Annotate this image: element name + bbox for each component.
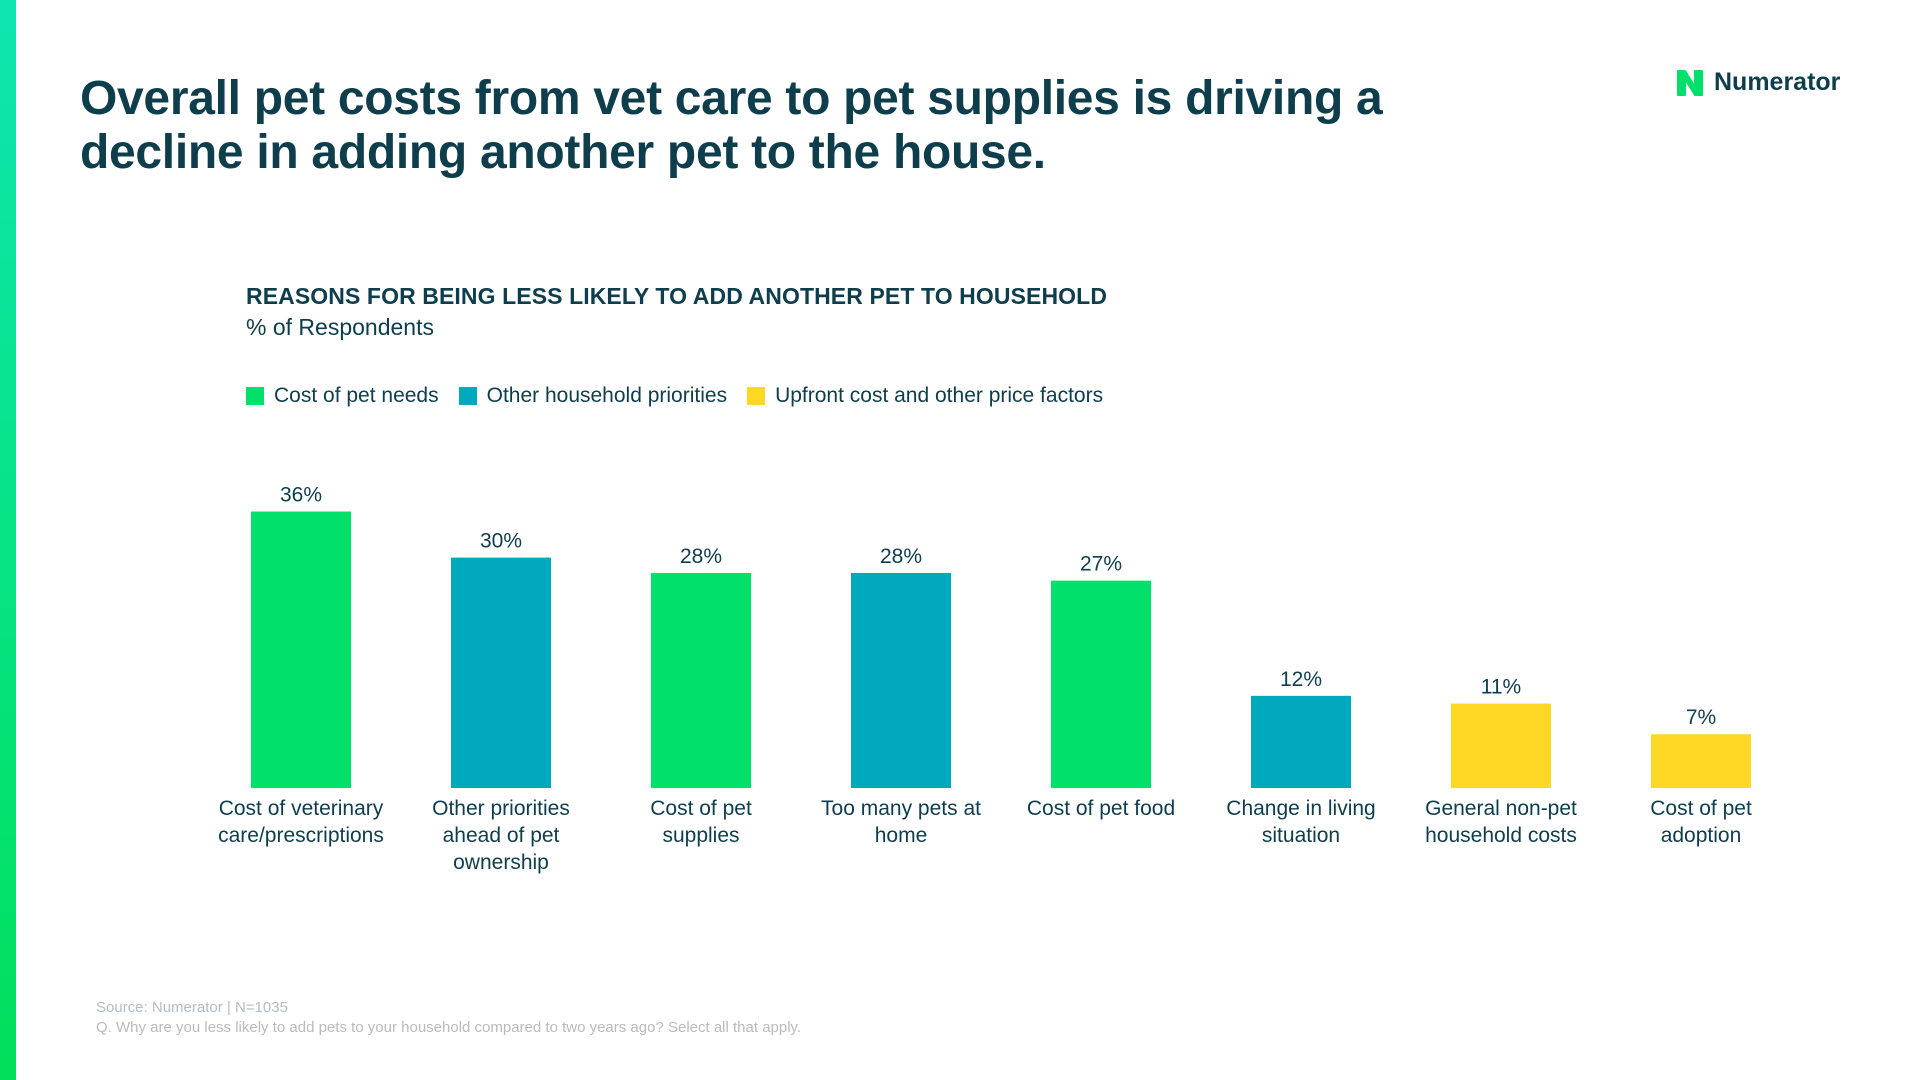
brand-name: Numerator xyxy=(1714,68,1841,96)
chart-title: REASONS FOR BEING LESS LIKELY TO ADD ANO… xyxy=(246,283,1108,309)
question-note: Q. Why are you less likely to add pets t… xyxy=(96,1019,802,1036)
bar xyxy=(1651,734,1751,788)
legend-label: Other household priorities xyxy=(486,384,728,407)
page-title: Overall pet costs from vet care to pet s… xyxy=(80,72,1383,179)
category-label: Too many pets at home xyxy=(821,797,981,847)
chart-legend: Cost of pet needs Other household priori… xyxy=(246,384,1103,408)
data-label: 28% xyxy=(880,545,922,568)
category-label: Cost of veterinary care/prescriptions xyxy=(218,797,384,847)
bar-chart: 36% Cost of veterinary care/prescriptions 3… xyxy=(218,484,1752,874)
bar xyxy=(451,557,551,788)
brand-logo: Numerator xyxy=(1676,68,1840,97)
accent-side-bar xyxy=(0,0,16,1080)
category-label: Cost of pet supplies xyxy=(650,797,752,847)
legend-item-other-household-priorities: Other household priorities xyxy=(458,384,728,408)
category-label: Change in living situation xyxy=(1226,797,1375,847)
legend-swatch xyxy=(747,387,766,405)
category-label: Other priorities ahead of pet ownership xyxy=(432,797,570,874)
bar xyxy=(1051,580,1151,788)
data-label: 12% xyxy=(1280,668,1322,691)
footer-notes: Source: Numerator | N=1035 Q. Why are yo… xyxy=(96,998,801,1038)
legend-item-upfront-cost: Upfront cost and other price factors xyxy=(747,384,1103,408)
data-label: 7% xyxy=(1686,706,1716,729)
bar xyxy=(1251,695,1351,788)
data-label: 11% xyxy=(1481,676,1521,699)
bar xyxy=(651,572,751,788)
data-label: 27% xyxy=(1080,553,1122,576)
bar xyxy=(251,511,351,788)
legend-label: Cost of pet needs xyxy=(274,384,439,407)
legend-item-cost-of-pet-needs: Cost of pet needs xyxy=(246,384,439,408)
legend-swatch xyxy=(246,387,264,405)
category-label: Cost of pet adoption xyxy=(1650,797,1752,847)
legend-swatch xyxy=(458,387,477,405)
data-label: 36% xyxy=(280,484,322,507)
bar xyxy=(851,572,951,788)
numerator-n-logo-icon xyxy=(1677,69,1703,96)
data-label: 30% xyxy=(480,530,522,553)
chart-subtitle: % of Respondents xyxy=(246,314,434,340)
bar xyxy=(1451,703,1551,788)
category-label: General non-pet household costs xyxy=(1425,797,1577,847)
data-label: 28% xyxy=(680,545,722,568)
legend-label: Upfront cost and other price factors xyxy=(775,384,1104,407)
source-note: Source: Numerator | N=1035 xyxy=(96,999,288,1016)
category-label: Cost of pet food xyxy=(1027,797,1175,820)
